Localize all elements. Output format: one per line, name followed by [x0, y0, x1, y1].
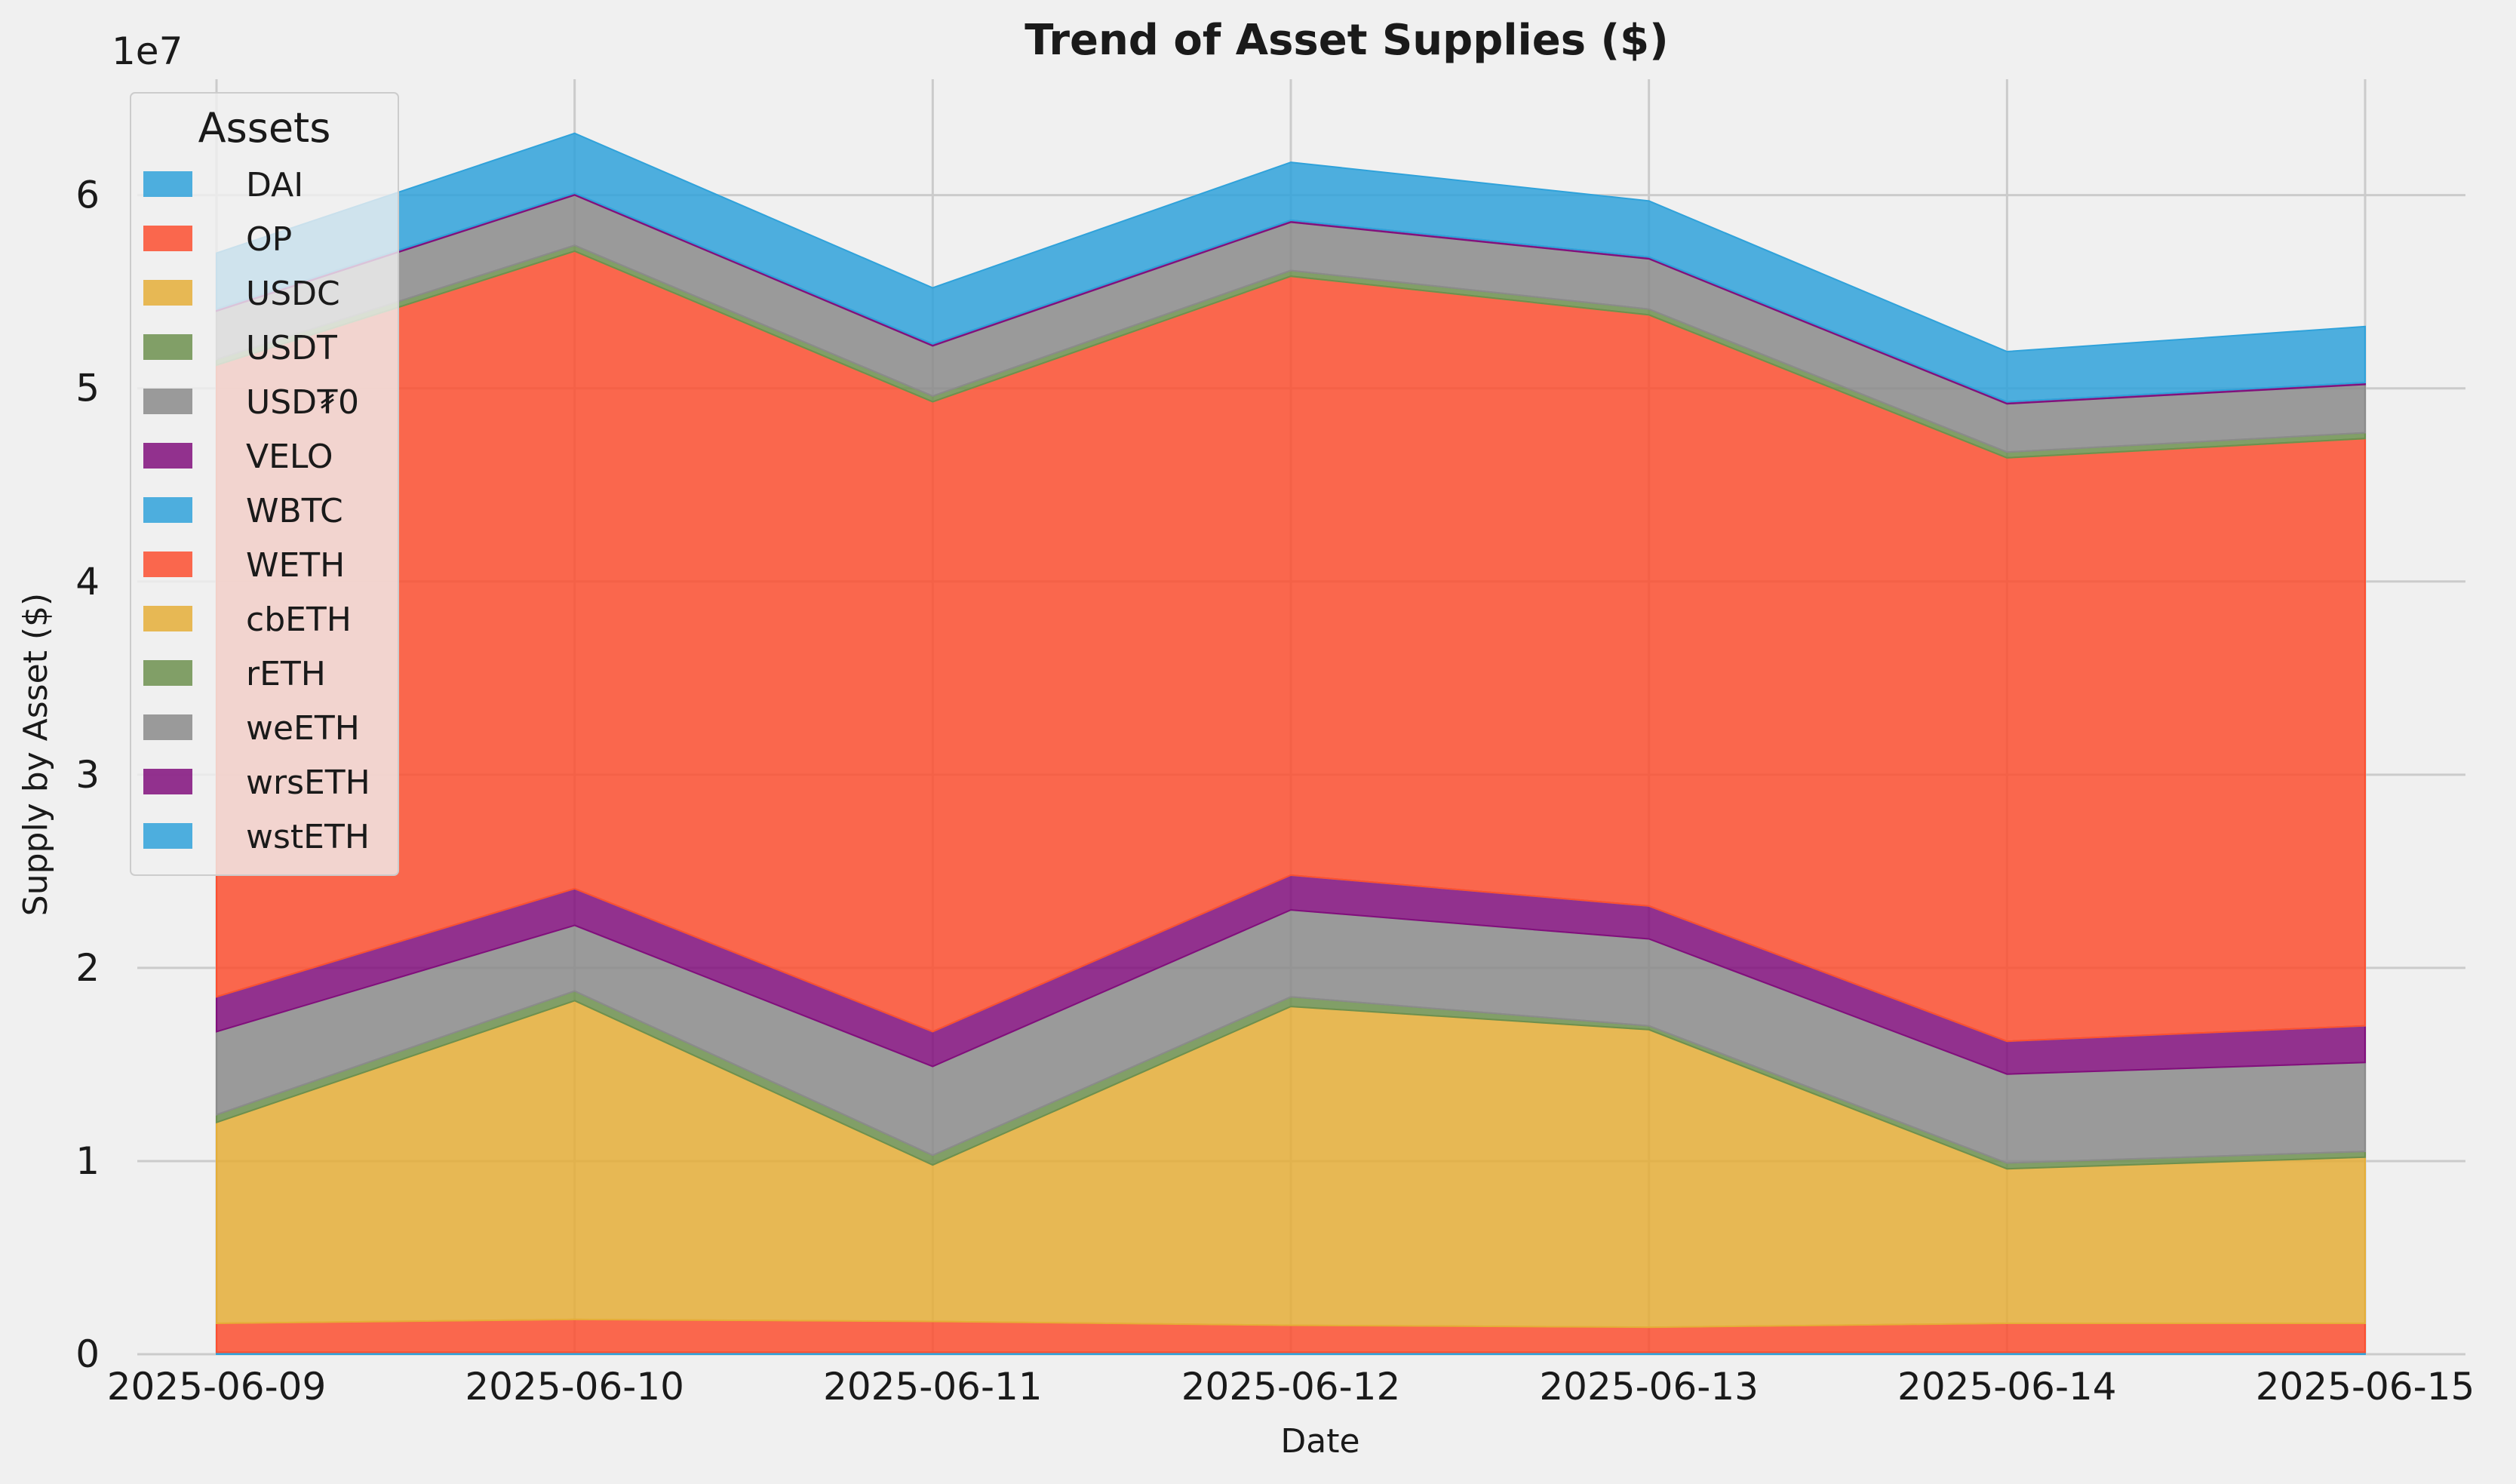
legend-swatch: [143, 226, 192, 251]
legend-label: USDC: [246, 275, 340, 313]
legend-swatch: [143, 606, 192, 631]
legend-label: wstETH: [246, 818, 370, 856]
legend-swatch: [143, 443, 192, 469]
legend: Assets DAI OP USDC USDT USD₮0 VELO WBTC WETH cbE…: [130, 92, 399, 876]
stacked-areas: [216, 132, 2366, 1355]
y-tick-label: 6: [75, 174, 100, 217]
x-axis-label: Date: [1280, 1422, 1359, 1461]
legend-swatch: [143, 171, 192, 197]
y-tick-label: 4: [75, 560, 100, 604]
legend-label: USDT: [246, 329, 337, 367]
legend-swatch: [143, 660, 192, 686]
x-tick-label: 2025-06-13: [1539, 1365, 1759, 1409]
legend-swatch: [143, 497, 192, 523]
y-axis-label: Supply by Asset ($): [17, 593, 55, 916]
legend-swatch: [143, 334, 192, 360]
x-tick-label: 2025-06-12: [1181, 1365, 1401, 1409]
x-tick-label: 2025-06-09: [107, 1365, 327, 1409]
legend-items: DAI OP USDC USDT USD₮0 VELO WBTC WETH cbETH rETH w…: [143, 166, 370, 856]
legend-swatch: [143, 389, 192, 414]
x-axis-ticks: 2025-06-09 2025-06-10 2025-06-11 2025-06-12…: [107, 1365, 2475, 1409]
legend-label: wrsETH: [246, 764, 370, 802]
legend-label: cbETH: [246, 601, 352, 639]
x-tick-label: 2025-06-10: [465, 1365, 684, 1409]
legend-swatch: [143, 769, 192, 794]
y-axis-ticks: 0 1 2 3 4 5 6: [75, 174, 100, 1376]
legend-swatch: [143, 714, 192, 740]
legend-label: VELO: [246, 438, 333, 476]
y-tick-label: 1: [75, 1139, 100, 1183]
legend-label: USD₮0: [246, 383, 359, 422]
legend-label: WETH: [246, 546, 345, 585]
y-tick-label: 2: [75, 946, 100, 990]
legend-label: DAI: [246, 166, 303, 204]
legend-swatch: [143, 280, 192, 306]
legend-swatch: [143, 823, 192, 849]
y-tick-label: 5: [75, 367, 100, 410]
legend-title: Assets: [198, 104, 331, 152]
y-axis-multiplier: 1e7: [112, 29, 183, 73]
x-tick-label: 2025-06-15: [2256, 1365, 2475, 1409]
x-tick-label: 2025-06-14: [1897, 1365, 2117, 1409]
legend-swatch: [143, 552, 192, 577]
legend-label: WBTC: [246, 492, 343, 530]
legend-label: weETH: [246, 709, 360, 748]
chart-title: Trend of Asset Supplies ($): [1025, 16, 1668, 65]
area-wsteth: [216, 132, 2366, 403]
y-tick-label: 3: [75, 753, 100, 797]
y-tick-label: 0: [75, 1332, 100, 1376]
legend-box: [130, 92, 399, 876]
legend-label: OP: [246, 220, 292, 259]
x-tick-label: 2025-06-11: [823, 1365, 1043, 1409]
legend-label: rETH: [246, 655, 326, 693]
